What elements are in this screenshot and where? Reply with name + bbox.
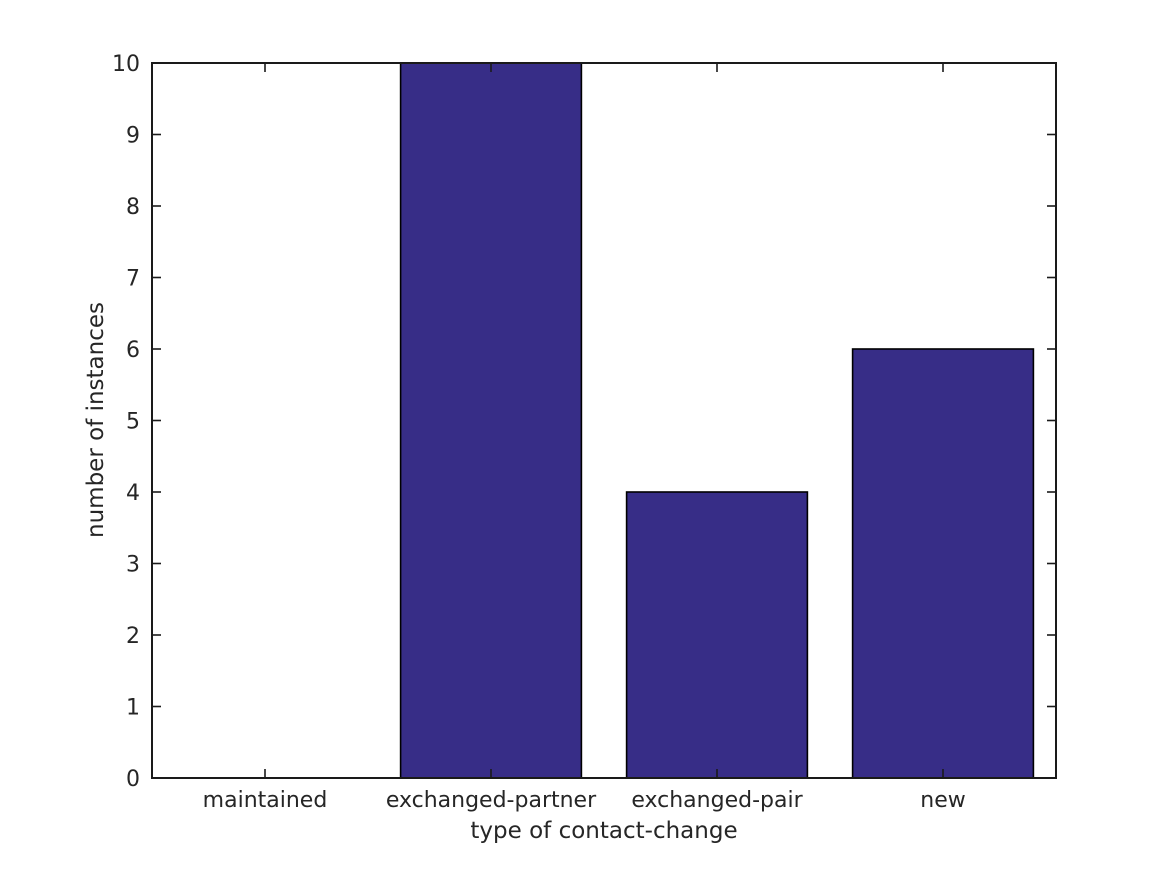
y-tick-label: 10: [112, 52, 140, 77]
bar-exchanged-partner: [399, 62, 583, 779]
y-tick-label: 5: [126, 410, 140, 435]
x-tick-label: new: [920, 788, 965, 813]
x-tick-label: maintained: [203, 788, 328, 813]
y-tick-label: 7: [126, 267, 140, 292]
y-axis-label: number of instances: [83, 302, 109, 538]
y-tick-label: 3: [126, 553, 140, 578]
x-tick-label: exchanged-pair: [631, 788, 803, 813]
y-tick-label: 2: [126, 624, 140, 649]
bar-new: [851, 348, 1035, 779]
x-axis-label: type of contact-change: [470, 818, 737, 844]
y-tick-label: 8: [126, 195, 140, 220]
x-tick-label: exchanged-partner: [386, 788, 597, 813]
chart-plot-area: 0 1 2 3 4 5 6 7 8 9 10 maintained exchanged-partner e…: [112, 52, 1057, 813]
y-tick-label: 0: [126, 767, 140, 792]
y-tick-label: 1: [126, 696, 140, 721]
bar-exchanged-pair: [625, 491, 809, 779]
y-tick-label: 6: [126, 338, 140, 363]
y-tick-label: 4: [126, 481, 140, 506]
y-tick-label: 9: [126, 124, 140, 149]
